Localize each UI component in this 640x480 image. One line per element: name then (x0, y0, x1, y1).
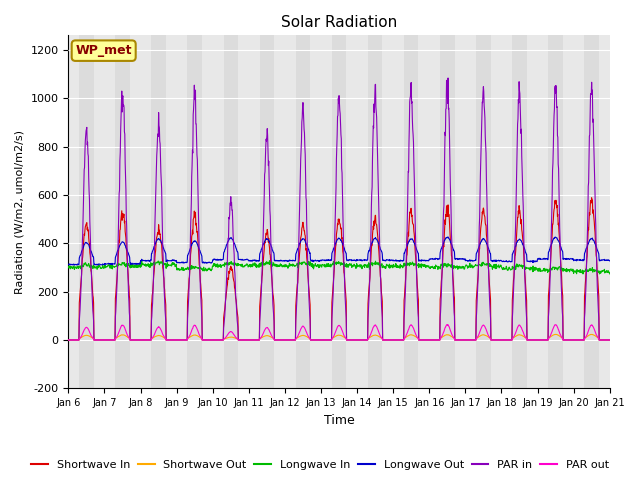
Bar (476, 36, 491, 388)
Bar (501, 36, 512, 388)
Bar (238, 36, 249, 388)
Bar (538, 36, 548, 388)
Bar (310, 36, 321, 388)
Bar (419, 36, 429, 388)
Bar (512, 36, 527, 388)
Bar (166, 36, 177, 388)
Bar (382, 36, 393, 388)
Bar (332, 36, 346, 388)
Bar (357, 36, 368, 388)
Bar (260, 36, 274, 388)
Bar (93, 36, 104, 388)
Legend: Shortwave In, Shortwave Out, Longwave In, Longwave Out, PAR in, PAR out: Shortwave In, Shortwave Out, Longwave In… (27, 456, 613, 474)
Bar (152, 36, 166, 388)
Bar (346, 36, 357, 388)
Bar (79, 36, 93, 388)
Bar (527, 36, 538, 388)
Title: Solar Radiation: Solar Radiation (281, 15, 397, 30)
Bar (177, 36, 188, 388)
Bar (573, 36, 584, 388)
Bar (491, 36, 501, 388)
Bar (440, 36, 454, 388)
Bar (368, 36, 382, 388)
Bar (285, 36, 296, 388)
Bar (393, 36, 404, 388)
Bar (202, 36, 212, 388)
Bar (429, 36, 440, 388)
Bar (68, 36, 79, 388)
Bar (548, 36, 563, 388)
Bar (465, 36, 476, 388)
Bar (296, 36, 310, 388)
Text: WP_met: WP_met (76, 44, 132, 57)
Bar (599, 36, 610, 388)
Y-axis label: Radiation (W/m2, umol/m2/s): Radiation (W/m2, umol/m2/s) (15, 130, 25, 294)
Bar (321, 36, 332, 388)
X-axis label: Time: Time (324, 414, 355, 427)
Bar (584, 36, 599, 388)
Bar (141, 36, 152, 388)
Bar (454, 36, 465, 388)
Bar (212, 36, 223, 388)
Bar (274, 36, 285, 388)
Bar (188, 36, 202, 388)
Bar (130, 36, 141, 388)
Bar (404, 36, 419, 388)
Bar (563, 36, 573, 388)
Bar (104, 36, 115, 388)
Bar (115, 36, 130, 388)
Bar (223, 36, 238, 388)
Bar (249, 36, 260, 388)
